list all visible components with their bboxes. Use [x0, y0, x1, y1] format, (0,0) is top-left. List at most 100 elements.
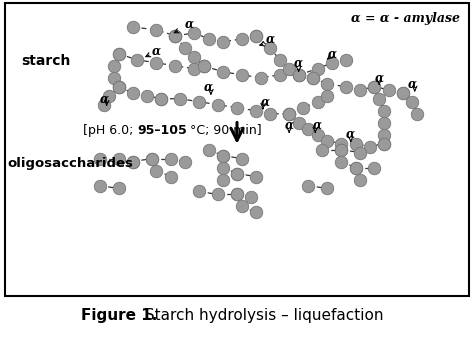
- Point: [115, 84, 122, 89]
- Point: [214, 102, 222, 107]
- Point: [233, 192, 241, 197]
- Point: [153, 168, 160, 173]
- Point: [371, 165, 378, 170]
- Point: [143, 93, 151, 99]
- Point: [129, 24, 137, 30]
- Point: [181, 159, 189, 164]
- Text: 95–105: 95–105: [137, 124, 187, 137]
- Point: [257, 75, 264, 81]
- Point: [105, 93, 113, 99]
- Text: α: α: [261, 95, 270, 108]
- Point: [167, 174, 174, 179]
- Point: [115, 51, 122, 56]
- Point: [214, 192, 222, 197]
- Point: [110, 63, 118, 69]
- Point: [352, 141, 359, 146]
- Text: starch: starch: [21, 54, 71, 68]
- Point: [181, 45, 189, 51]
- Point: [238, 72, 246, 78]
- Point: [295, 120, 302, 125]
- Point: [238, 156, 246, 161]
- Point: [233, 105, 241, 110]
- Point: [304, 126, 312, 131]
- Point: [304, 183, 312, 188]
- Text: α: α: [285, 119, 293, 132]
- Point: [319, 147, 326, 152]
- Point: [191, 66, 198, 71]
- Point: [342, 57, 350, 63]
- Point: [413, 111, 421, 116]
- Point: [205, 147, 212, 152]
- Point: [129, 90, 137, 96]
- Point: [380, 141, 388, 146]
- Point: [252, 174, 260, 179]
- Text: α = α - amylase: α = α - amylase: [351, 12, 460, 25]
- Point: [409, 99, 416, 104]
- Point: [380, 141, 388, 146]
- Point: [295, 72, 302, 78]
- Point: [314, 99, 321, 104]
- Point: [219, 153, 227, 158]
- Point: [375, 96, 383, 101]
- Point: [176, 96, 184, 101]
- Point: [191, 30, 198, 36]
- Point: [200, 63, 208, 69]
- Point: [385, 87, 392, 92]
- Point: [233, 171, 241, 176]
- Text: α: α: [100, 92, 109, 105]
- Text: α: α: [294, 56, 303, 69]
- Point: [200, 63, 208, 69]
- Point: [195, 99, 203, 104]
- Point: [399, 90, 407, 96]
- Point: [380, 108, 388, 114]
- Point: [300, 105, 307, 110]
- Point: [96, 183, 103, 188]
- Point: [295, 72, 302, 78]
- Point: [342, 84, 350, 89]
- Point: [337, 159, 345, 164]
- Point: [172, 33, 179, 39]
- Point: [148, 156, 155, 161]
- Point: [219, 165, 227, 170]
- Point: [323, 138, 331, 143]
- Point: [314, 132, 321, 137]
- Point: [314, 66, 321, 71]
- Point: [323, 81, 331, 86]
- Point: [371, 84, 378, 89]
- Point: [238, 204, 246, 209]
- Point: [337, 141, 345, 146]
- Point: [219, 153, 227, 158]
- Point: [266, 111, 274, 116]
- Point: [295, 72, 302, 78]
- Point: [238, 36, 246, 41]
- Point: [153, 27, 160, 33]
- Point: [219, 39, 227, 45]
- Point: [252, 108, 260, 114]
- Text: oligosaccharides: oligosaccharides: [7, 156, 133, 170]
- Point: [328, 60, 336, 66]
- Point: [172, 33, 179, 39]
- Point: [115, 84, 122, 89]
- Point: [323, 93, 331, 99]
- Point: [276, 72, 283, 78]
- Point: [309, 75, 317, 81]
- Text: Starch hydrolysis – liquefaction: Starch hydrolysis – liquefaction: [140, 308, 383, 323]
- Point: [323, 186, 331, 191]
- Point: [233, 192, 241, 197]
- Point: [134, 57, 141, 63]
- Point: [252, 33, 260, 39]
- Point: [285, 111, 293, 116]
- Text: α: α: [152, 44, 161, 57]
- Point: [205, 36, 212, 41]
- Text: °C; 90 min]: °C; 90 min]: [186, 124, 262, 137]
- Point: [337, 147, 345, 152]
- Point: [115, 186, 122, 191]
- Point: [219, 69, 227, 74]
- Point: [285, 111, 293, 116]
- Point: [200, 63, 208, 69]
- Text: α: α: [266, 32, 274, 46]
- Text: α: α: [204, 80, 213, 93]
- Point: [252, 210, 260, 215]
- Point: [153, 60, 160, 66]
- Point: [366, 144, 374, 149]
